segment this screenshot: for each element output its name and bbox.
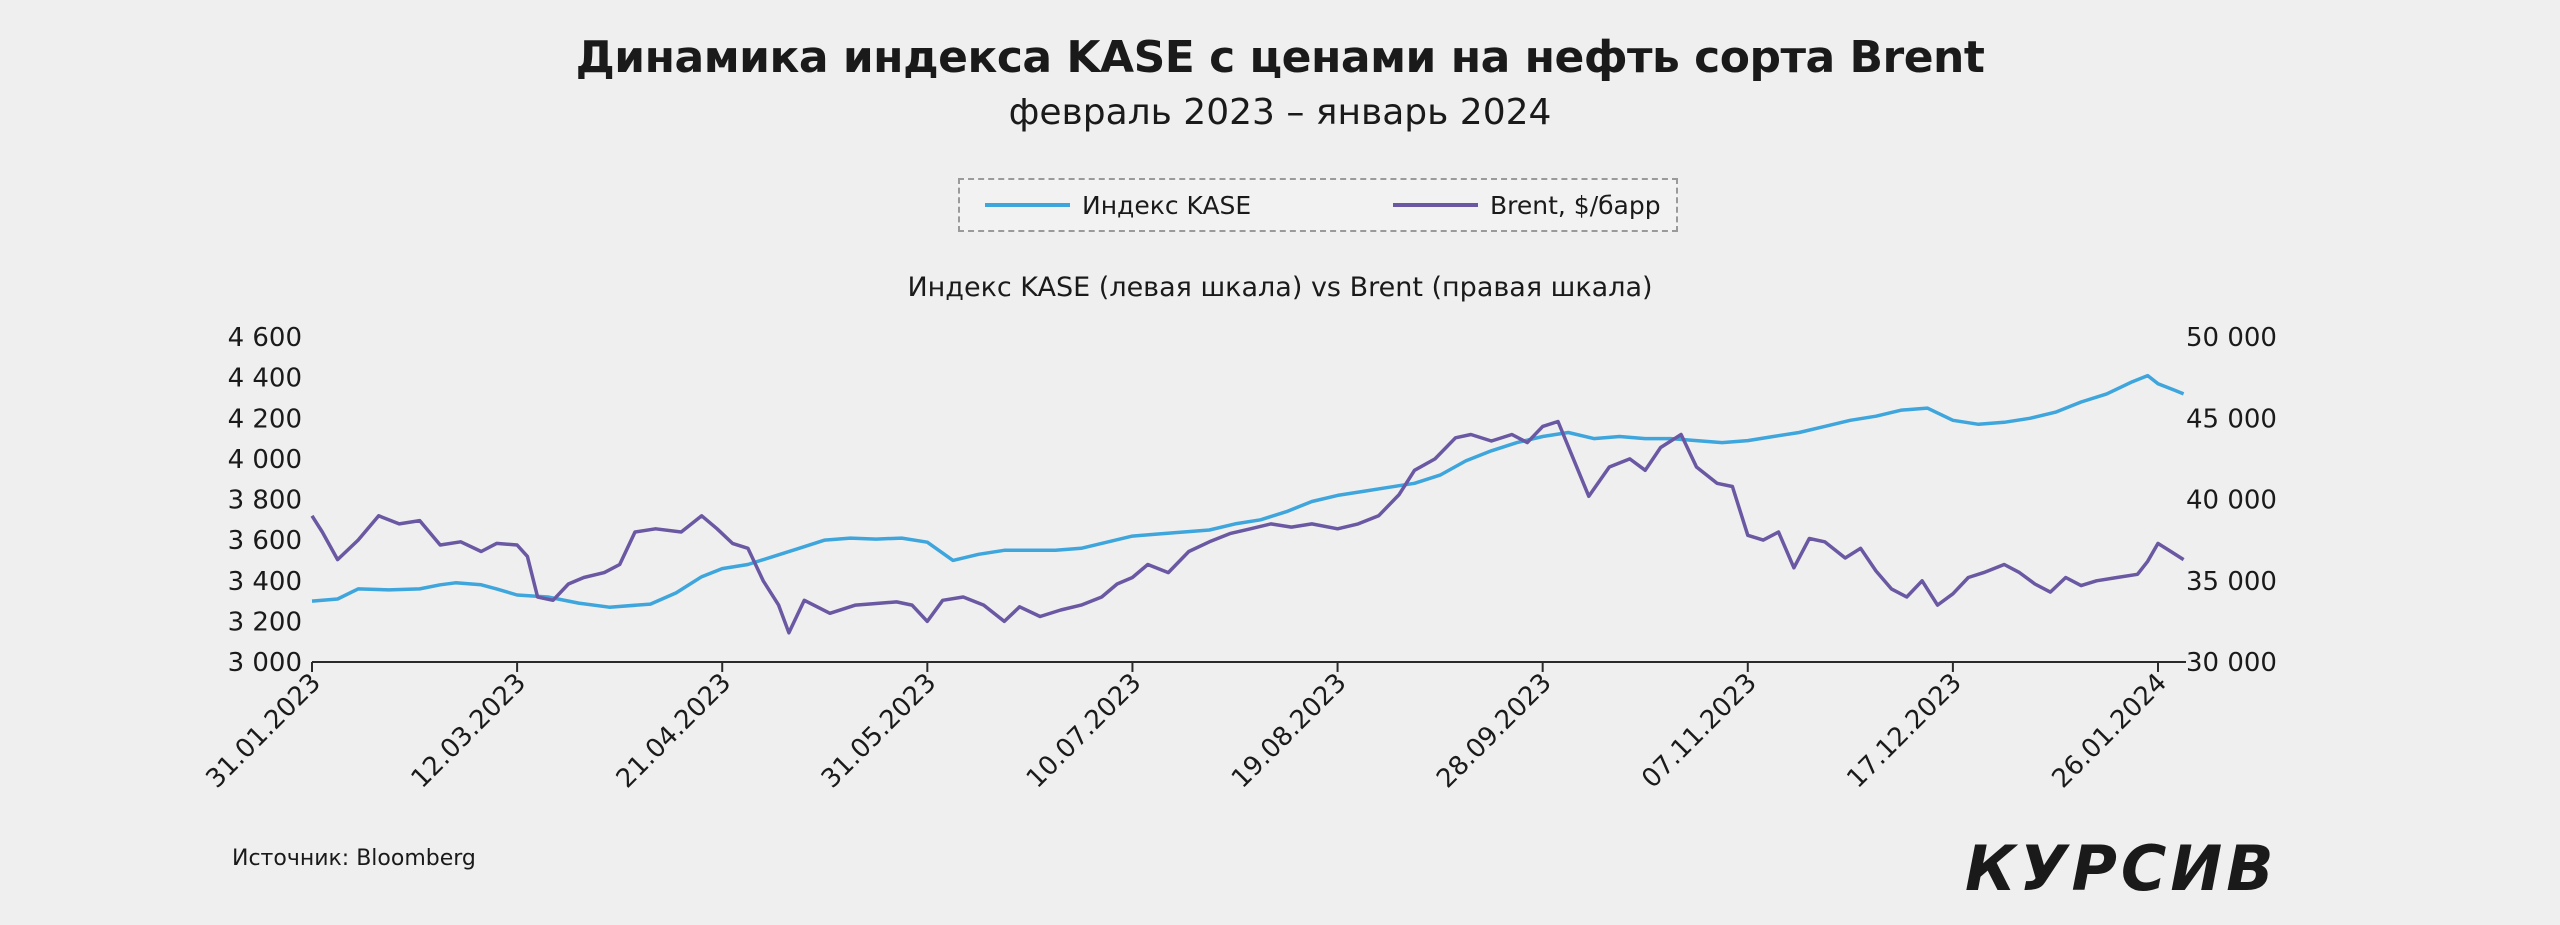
chart-legend: Индекс KASE Brent, $/барр	[958, 178, 1678, 232]
y-left-tick-label: 3 400	[228, 567, 302, 597]
legend-label-brent: Brent, $/барр	[1490, 190, 1661, 220]
series-line-kase	[311, 373, 2185, 609]
x-tick-label: 19.08.2023	[1226, 668, 1352, 794]
x-tick-label: 21.04.2023	[611, 668, 737, 794]
y-right-tick-label: 50 000	[2186, 323, 2277, 353]
x-tick-label: 31.05.2023	[816, 668, 942, 794]
brand-logo: КУРСИВ	[1965, 832, 2278, 905]
legend-item-brent: Brent, $/барр	[1393, 180, 1661, 230]
chart-subtitle: февраль 2023 – январь 2024	[1008, 92, 1552, 133]
y-left-tick-label: 4 000	[228, 445, 302, 475]
y-right-tick-label: 30 000	[2186, 648, 2277, 678]
x-tick-label: 26.01.2024	[2046, 668, 2172, 794]
y-right-tick-label: 40 000	[2186, 486, 2277, 516]
y-left-tick-label: 3 800	[228, 486, 302, 516]
x-tick-label: 31.01.2023	[200, 668, 326, 794]
source-note: Источник: Bloomberg	[232, 846, 476, 871]
y-right-tick-label: 35 000	[2186, 567, 2277, 597]
chart-caption: Индекс KASE (левая шкала) vs Brent (прав…	[907, 272, 1653, 303]
y-left-tick-label: 4 400	[228, 364, 302, 394]
x-tick-label: 10.07.2023	[1021, 668, 1147, 794]
y-left-tick-label: 3 200	[228, 607, 302, 637]
legend-swatch-kase	[985, 203, 1070, 207]
y-right-tick-label: 45 000	[2186, 404, 2277, 434]
x-tick-label: 12.03.2023	[406, 668, 532, 794]
series-line-brent	[310, 419, 2185, 635]
chart-title: Динамика индекса KASE с ценами на нефть …	[575, 32, 1985, 83]
legend-item-kase: Индекс KASE	[985, 180, 1251, 230]
y-left-tick-label: 3 000	[228, 648, 302, 678]
legend-label-kase: Индекс KASE	[1082, 190, 1252, 220]
x-tick-label: 07.11.2023	[1636, 668, 1762, 794]
x-tick-label: 17.12.2023	[1841, 668, 1967, 794]
x-tick-label: 28.09.2023	[1431, 668, 1557, 794]
y-left-tick-label: 4 200	[228, 404, 302, 434]
y-left-tick-label: 4 600	[228, 323, 302, 353]
y-left-tick-label: 3 600	[228, 526, 302, 556]
legend-swatch-brent	[1393, 203, 1478, 207]
